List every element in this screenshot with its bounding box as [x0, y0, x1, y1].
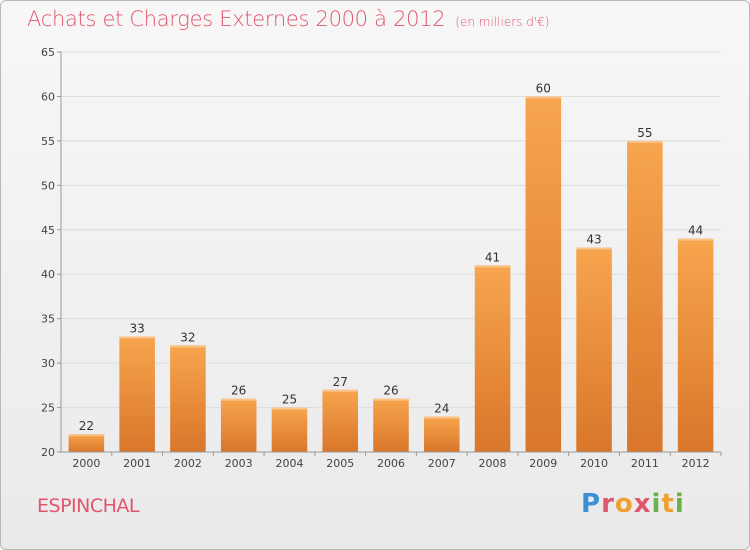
- bar-top-edge-2006: [373, 398, 409, 401]
- bar-2006: [373, 398, 409, 452]
- bar-2000: [68, 434, 105, 452]
- x-tick-label-2004: 2004: [275, 457, 303, 470]
- bar-2008: [474, 265, 511, 452]
- data-label-2010: 43: [586, 233, 601, 247]
- data-label-2007: 24: [434, 401, 449, 415]
- y-tick-label-55: 55: [41, 135, 55, 148]
- data-label-2012: 44: [688, 224, 703, 238]
- chart-title-text: Achats et Charges Externes 2000 à 2012: [27, 7, 446, 31]
- data-label-2008: 41: [485, 250, 500, 264]
- bar-2002: [170, 345, 206, 452]
- bar-top-edge-2009: [525, 96, 562, 99]
- data-label-2000: 22: [79, 419, 94, 433]
- chart-title: Achats et Charges Externes 2000 à 2012 (e…: [27, 7, 549, 31]
- y-tick-label-20: 20: [41, 446, 55, 459]
- bar-2011: [627, 140, 663, 452]
- logo-letter-2: o: [614, 489, 634, 519]
- bar-top-edge-2008: [474, 265, 511, 268]
- y-tick-label-60: 60: [41, 90, 55, 103]
- x-tick-label-2002: 2002: [174, 457, 202, 470]
- bar-top-edge-2004: [271, 407, 308, 410]
- logo-letter-4: i: [651, 489, 662, 519]
- y-tick-label-40: 40: [41, 268, 55, 281]
- proxiti-logo[interactable]: Proxiti: [581, 489, 685, 519]
- logo-letter-6: i: [674, 489, 685, 519]
- bar-2004: [271, 407, 308, 452]
- data-label-2006: 26: [383, 384, 398, 398]
- data-label-2011: 55: [637, 126, 652, 140]
- logo-letter-3: x: [633, 489, 652, 519]
- logo-letter-1: r: [601, 489, 615, 519]
- bar-2010: [576, 247, 612, 452]
- x-tick-label-2000: 2000: [72, 457, 100, 470]
- x-tick-label-2011: 2011: [631, 457, 659, 470]
- bars: 22 33 32 26 25 27 26 24 41 60 43 55 44: [68, 81, 714, 452]
- y-tick-label-45: 45: [41, 224, 55, 237]
- bar-top-edge-2001: [119, 336, 155, 339]
- logo-letter-0: P: [581, 489, 602, 519]
- bar-top-edge-2010: [576, 247, 612, 250]
- y-tick-label-65: 65: [41, 46, 55, 59]
- x-tick-label-2007: 2007: [428, 457, 456, 470]
- place-name: ESPINCHAL: [37, 495, 139, 517]
- bar-top-edge-2002: [170, 345, 206, 348]
- bar-2005: [322, 389, 358, 452]
- bar-2003: [220, 398, 257, 452]
- bar-top-edge-2003: [220, 398, 257, 401]
- bar-top-edge-2011: [627, 140, 663, 143]
- x-tick-label-2009: 2009: [529, 457, 557, 470]
- bar-2012: [677, 238, 714, 452]
- x-tick-label-2010: 2010: [580, 457, 608, 470]
- x-tick-label-2008: 2008: [479, 457, 507, 470]
- bar-2009: [525, 96, 562, 452]
- y-axis: 20 25 30 35 40 45 50 55 60 65: [41, 46, 62, 459]
- x-axis: 2000 2001 2002 2003 2004 2005 2006 2007 2008 2009…: [61, 451, 722, 470]
- x-tick-label-2006: 2006: [377, 457, 405, 470]
- bar-2001: [119, 336, 155, 452]
- chart-subtitle: (en milliers d'€): [455, 15, 550, 29]
- x-tick-label-2003: 2003: [225, 457, 253, 470]
- logo-letter-5: t: [661, 489, 675, 519]
- bar-top-edge-2005: [322, 389, 358, 392]
- y-tick-label-25: 25: [41, 402, 55, 415]
- data-label-2002: 32: [180, 330, 195, 344]
- data-label-2009: 60: [536, 81, 551, 95]
- data-label-2004: 25: [282, 393, 297, 407]
- y-tick-label-50: 50: [41, 179, 55, 192]
- bar-top-edge-2007: [424, 416, 460, 419]
- bar-top-edge-2012: [677, 238, 714, 241]
- x-tick-label-2001: 2001: [123, 457, 151, 470]
- x-tick-label-2005: 2005: [326, 457, 354, 470]
- x-tick-label-2012: 2012: [682, 457, 710, 470]
- data-label-2005: 27: [333, 375, 348, 389]
- data-label-2001: 33: [130, 321, 145, 335]
- y-tick-label-35: 35: [41, 313, 55, 326]
- bar-top-edge-2000: [68, 434, 105, 437]
- bar-2007: [424, 416, 460, 452]
- data-label-2003: 26: [231, 384, 246, 398]
- y-tick-label-30: 30: [41, 357, 55, 370]
